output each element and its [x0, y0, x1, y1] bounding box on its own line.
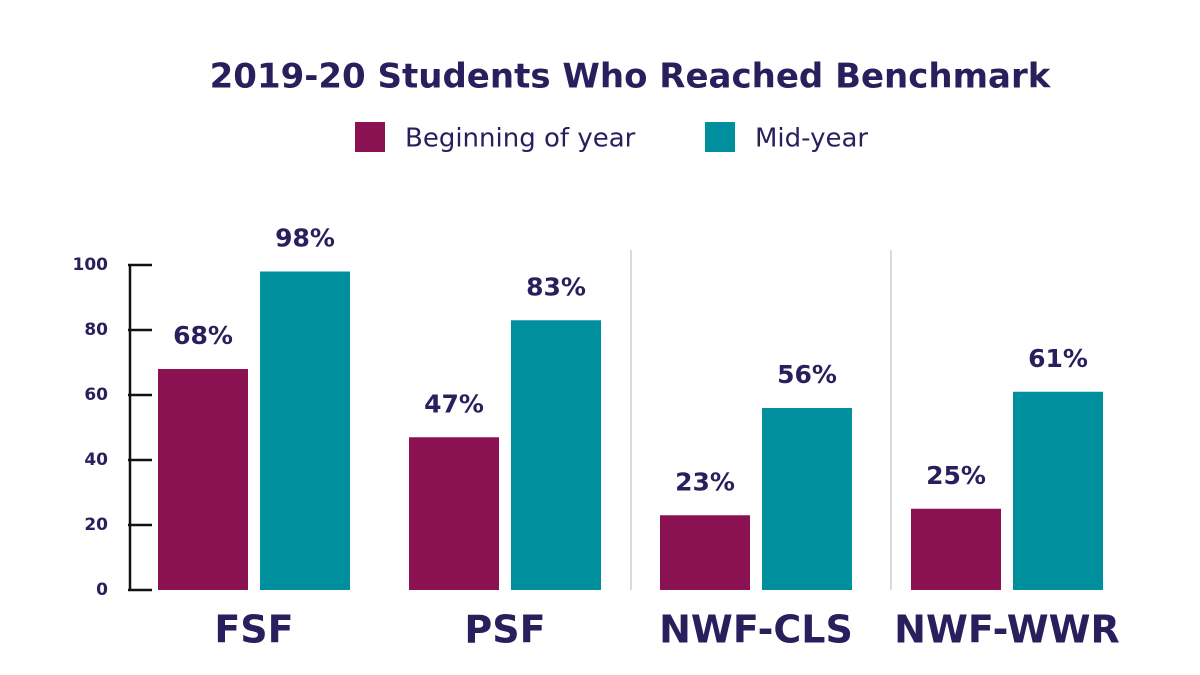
legend-swatch: [705, 122, 735, 152]
bar: [409, 437, 499, 590]
y-tick-label: 80: [84, 320, 108, 340]
bar: [762, 408, 852, 590]
y-tick-label: 0: [96, 580, 108, 600]
data-label: 56%: [777, 360, 837, 389]
bar: [1013, 391, 1103, 590]
bar: [660, 515, 750, 590]
data-label: 98%: [275, 224, 335, 253]
data-label: 83%: [526, 272, 586, 301]
chart-title: 2019-20 Students Who Reached Benchmark: [210, 57, 1052, 97]
bar: [911, 508, 1001, 590]
y-tick-label: 60: [84, 385, 108, 405]
x-tick-label: FSF: [214, 608, 293, 652]
y-tick-label: 20: [84, 515, 108, 535]
x-tick-label: NWF-CLS: [659, 608, 853, 652]
legend-label: Mid-year: [755, 124, 868, 154]
bar: [260, 271, 350, 590]
y-tick-label: 40: [84, 450, 108, 470]
bar: [158, 369, 248, 590]
x-tick-label: PSF: [464, 608, 545, 652]
data-label: 68%: [173, 321, 233, 350]
data-label: 61%: [1028, 344, 1088, 373]
data-label: 47%: [424, 389, 484, 418]
data-label: 23%: [675, 467, 735, 496]
bar: [511, 320, 601, 590]
legend-label: Beginning of year: [405, 124, 636, 154]
data-label: 25%: [926, 461, 986, 490]
x-tick-label: NWF-WWR: [894, 608, 1120, 652]
y-tick-label: 100: [73, 255, 109, 275]
legend-swatch: [355, 122, 385, 152]
